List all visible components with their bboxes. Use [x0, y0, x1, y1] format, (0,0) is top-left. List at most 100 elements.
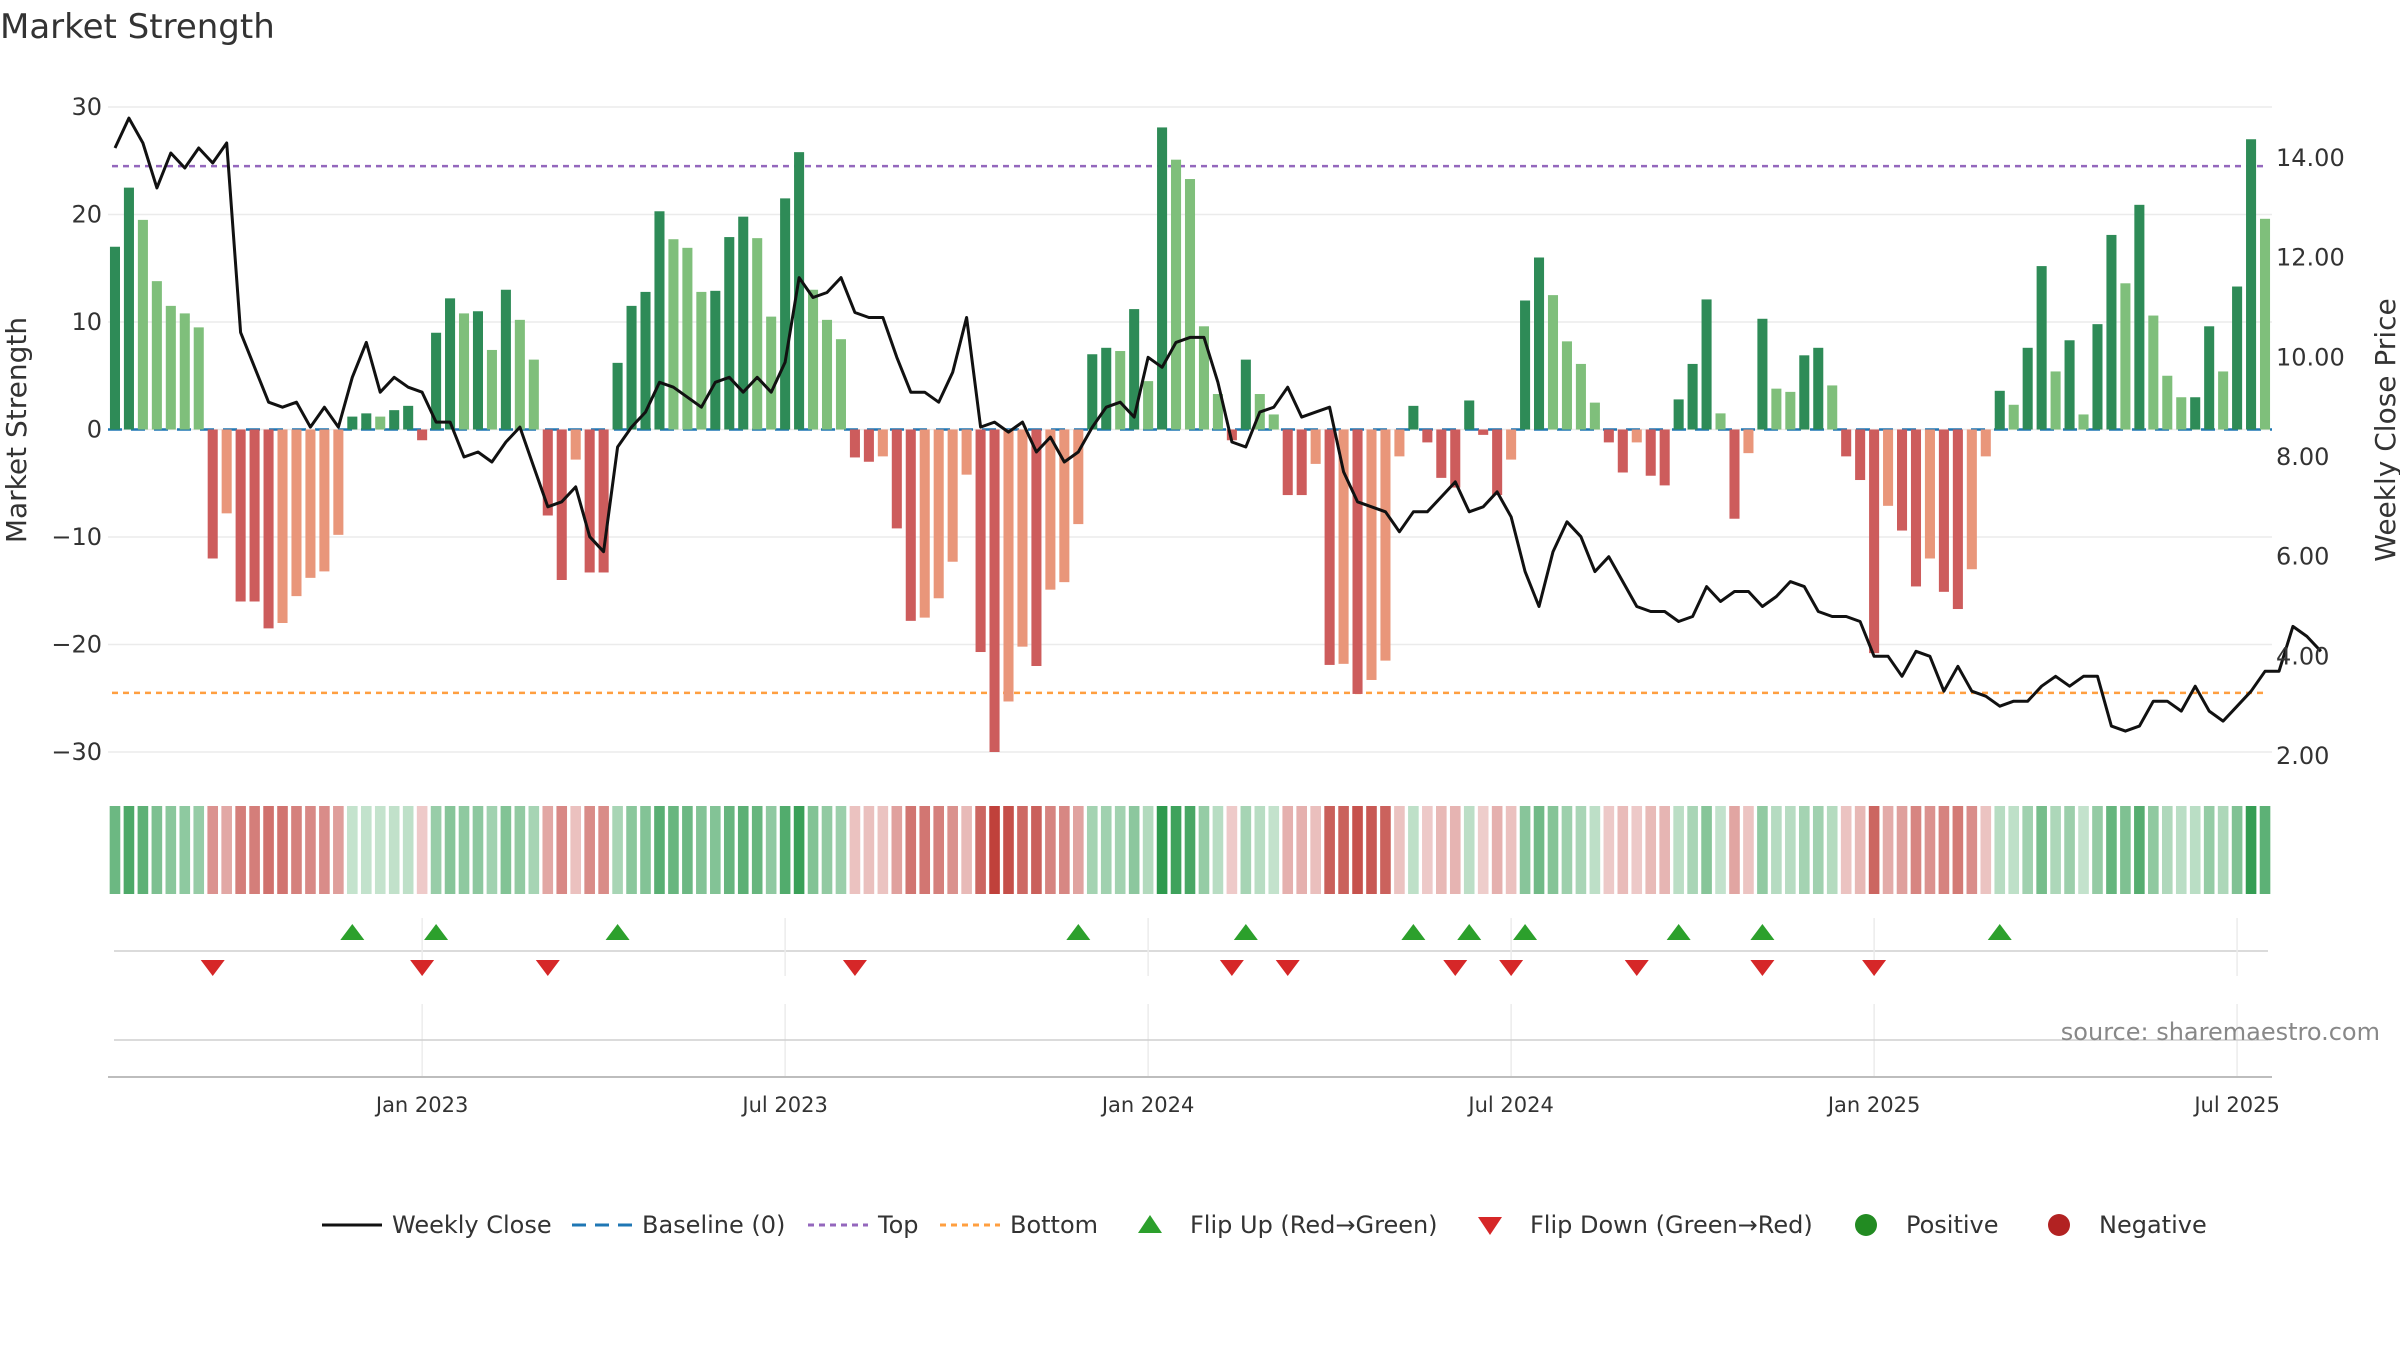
strength-bar — [1701, 299, 1712, 430]
heat-cell — [696, 806, 707, 894]
heat-cell — [835, 806, 847, 894]
heat-cell — [319, 806, 330, 894]
heat-cell — [2036, 806, 2047, 894]
heat-cell — [849, 806, 861, 894]
heat-cell — [193, 806, 205, 894]
heat-cell — [1240, 806, 1252, 894]
strength-bar — [668, 239, 679, 430]
heat-cell — [1729, 806, 1740, 894]
heat-cell — [682, 806, 693, 894]
strength-bar — [2120, 283, 2131, 430]
heat-cell — [933, 806, 945, 894]
heat-cell — [821, 806, 833, 894]
heat-cell — [1882, 806, 1894, 894]
strength-bar — [1506, 429, 1517, 460]
strength-bar — [263, 429, 274, 629]
strength-bar — [1422, 429, 1433, 443]
strength-bar — [137, 219, 148, 430]
strength-bar — [1003, 429, 1014, 702]
heat-cell — [1701, 806, 1712, 894]
strength-bar — [109, 246, 121, 430]
strength-bar — [2134, 204, 2145, 430]
legend: Weekly Close Baseline (0) Top Bottom Flip Up… — [322, 1211, 2207, 1239]
strength-bar — [1589, 402, 1600, 430]
strength-bar — [486, 349, 497, 430]
strength-bar — [598, 429, 609, 573]
heat-cell — [1449, 806, 1461, 894]
legend-item: Bottom — [940, 1211, 1098, 1239]
strength-bar — [1268, 414, 1279, 430]
strength-bar — [1450, 429, 1461, 488]
strength-bar — [2259, 218, 2271, 430]
heat-cell — [333, 806, 344, 894]
legend-label: Weekly Close — [392, 1211, 552, 1239]
x-tick-label: Jul 2025 — [2192, 1093, 2279, 1117]
heat-cell — [1366, 806, 1377, 894]
x-axis: Jan 2023 Jul 2023 Jan 2024 Jul 2024 Jan 2025… — [374, 1093, 2280, 1117]
strength-bar — [1031, 429, 1042, 666]
strength-bar — [2148, 315, 2159, 430]
heat-cell — [1003, 806, 1014, 894]
strength-bar — [640, 291, 651, 430]
strength-bar — [333, 429, 344, 535]
strength-bar — [2036, 266, 2047, 430]
heat-cell — [1938, 806, 1950, 894]
strength-bar — [1045, 429, 1056, 590]
strength-bar — [2106, 234, 2117, 430]
heat-cell — [2078, 806, 2089, 894]
heat-cell — [1589, 806, 1601, 894]
flip-down-marker — [1275, 960, 1300, 976]
strength-bar — [1226, 429, 1237, 441]
heat-cell — [1617, 806, 1629, 894]
strength-bar — [1715, 413, 1726, 430]
strength-bar — [291, 429, 302, 597]
strength-bar — [2008, 404, 2019, 430]
heat-cell — [2050, 806, 2061, 894]
heat-cell — [1045, 806, 1056, 894]
heat-cell — [1812, 806, 1824, 894]
y-axis-left: 30 20 10 0 −10 −20 −30 — [51, 93, 102, 766]
strength-bar — [905, 429, 916, 621]
heat-cell — [1156, 806, 1168, 894]
flip-down-marker — [1862, 960, 1887, 976]
strength-bar — [919, 429, 930, 618]
heat-cell — [2189, 806, 2201, 894]
flip-up-marker — [1513, 924, 1538, 940]
heat-cell — [1282, 806, 1294, 894]
y-tick-label: 0 — [87, 416, 102, 444]
heat-cell — [1086, 806, 1098, 894]
heat-cell — [1631, 806, 1643, 894]
heat-cell — [1505, 806, 1517, 894]
strength-bar — [933, 429, 944, 599]
heat-cell — [1673, 806, 1684, 894]
y-tick-label: −10 — [51, 523, 102, 551]
y2-tick-label: 2.00 — [2276, 742, 2329, 770]
heat-cell — [1854, 806, 1866, 894]
strength-bar — [1631, 429, 1642, 443]
heat-cell — [891, 806, 903, 894]
strength-bar — [1869, 429, 1880, 654]
strength-bar — [1017, 429, 1028, 647]
strength-bar — [1938, 429, 1949, 592]
flip-up-marker — [1066, 924, 1091, 940]
heat-cell — [2134, 806, 2145, 894]
strength-heat-strip — [109, 806, 2271, 894]
heat-cell — [2203, 806, 2215, 894]
strength-bar — [151, 281, 162, 430]
strength-bar — [835, 339, 846, 430]
heat-cell — [1212, 806, 1224, 894]
y2-tick-label: 4.00 — [2276, 642, 2329, 670]
strength-bar — [235, 429, 246, 602]
heat-cell — [1477, 806, 1489, 894]
flip-down-marker — [1499, 960, 1524, 976]
heat-cell — [430, 806, 442, 894]
heat-cell — [528, 806, 540, 894]
heat-cell — [514, 806, 526, 894]
strength-bar — [584, 429, 595, 573]
heat-cell — [1659, 806, 1670, 894]
heat-cell — [1575, 806, 1587, 894]
legend-item: Flip Up (Red→Green) — [1138, 1211, 1438, 1239]
heat-cell — [221, 806, 232, 894]
strength-bar — [863, 429, 874, 462]
